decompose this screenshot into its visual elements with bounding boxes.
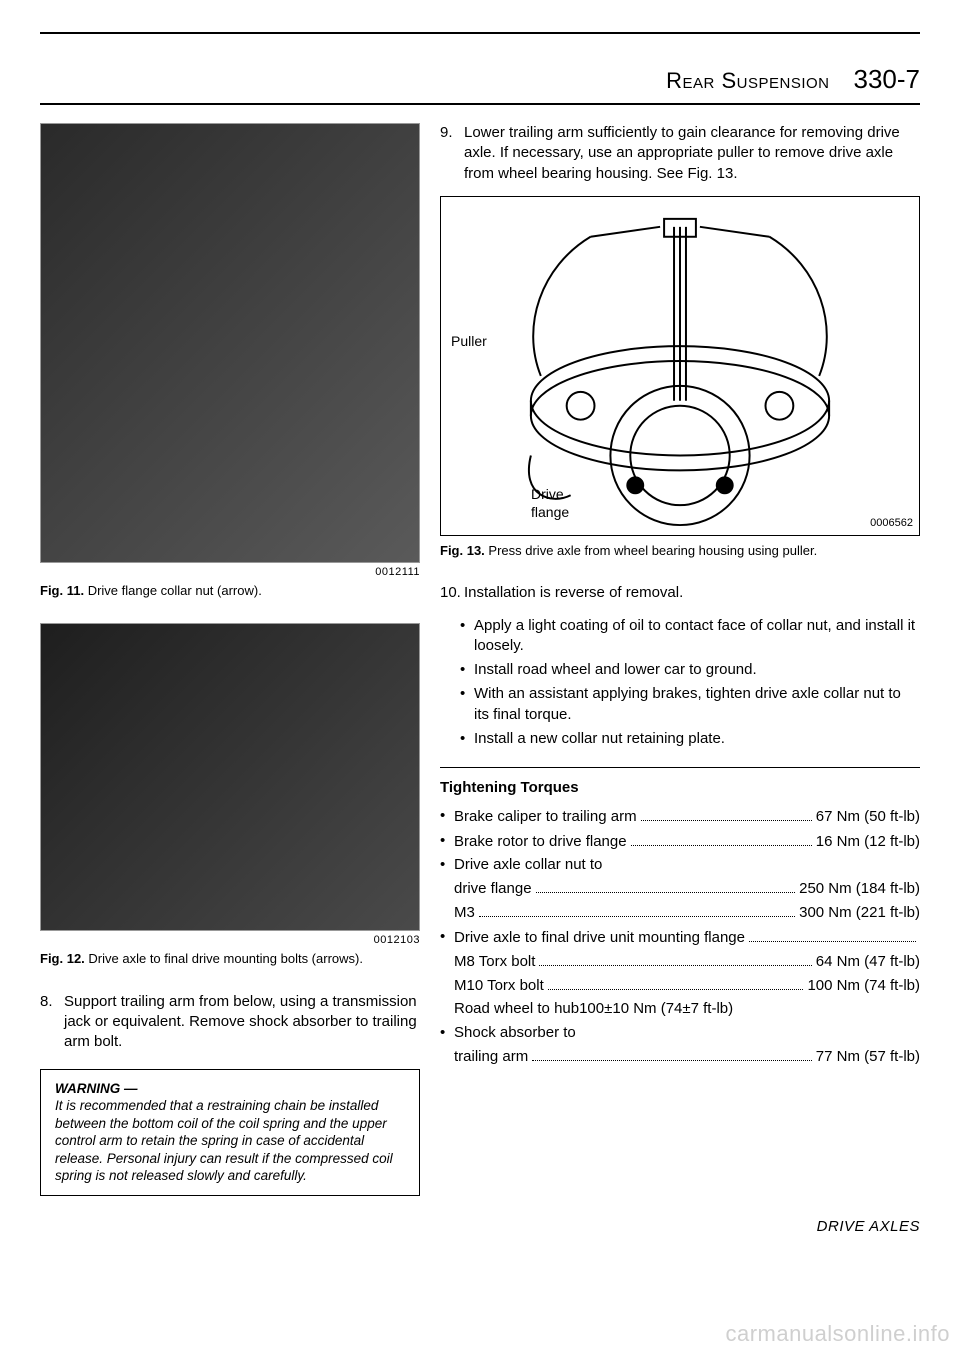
footer-section-label: DRIVE AXLES [817,1217,920,1237]
figure-13-diagram: Puller Drive flange 0006562 [440,196,920,536]
figure-12-caption: Fig. 12. Drive axle to final drive mount… [40,950,420,968]
torque-sub-row: M3300 Nm (221 ft-lb) [440,902,920,923]
step-8-number: 8. [40,992,64,1053]
list-item: Install a new collar nut retaining plate… [460,729,920,749]
figure-12-id: 0012103 [40,933,420,948]
figure-13-caption-text: Press drive axle from wheel bearing hous… [485,543,817,558]
diagram-label-drive: Drive [531,485,564,504]
watermark: carmanualsonline.info [725,1319,950,1349]
list-item: With an assistant applying brakes, tight… [460,684,920,725]
step-10-number: 10. [440,583,464,603]
figure-11-id: 0012111 [40,565,420,580]
torque-row: Shock absorber to [440,1023,920,1043]
step-8-text: Support trailing arm from below, using a… [64,992,420,1053]
step-9: 9. Lower trailing arm sufficiently to ga… [440,123,920,184]
step-10-text: Installation is reverse of removal. [464,583,920,603]
figure-11-caption: Fig. 11. Drive flange collar nut (arrow)… [40,582,420,600]
figure-11-caption-prefix: Fig. 11. [40,583,84,598]
warning-box: WARNING — It is recommended that a restr… [40,1069,420,1196]
tightening-torques: Tightening Torques Brake caliper to trai… [440,778,920,1067]
torque-sub-row: trailing arm77 Nm (57 ft-lb) [440,1046,920,1067]
page-header: Rear Suspension 330-7 [40,62,920,105]
step-9-number: 9. [440,123,464,184]
figure-12-caption-prefix: Fig. 12. [40,951,85,966]
warning-title: WARNING — [55,1081,138,1096]
diagram-label-puller: Puller [451,332,487,351]
warning-text: It is recommended that a restraining cha… [55,1098,393,1183]
torque-row: Drive axle collar nut to [440,855,920,875]
torque-row: Brake caliper to trailing arm67 Nm (50 f… [440,806,920,827]
torque-sub-row: drive flange250 Nm (184 ft-lb) [440,878,920,899]
figure-11-caption-text: Drive flange collar nut (arrow). [84,583,262,598]
list-item: Apply a light coating of oil to contact … [460,616,920,657]
list-item: Install road wheel and lower car to grou… [460,660,920,680]
torque-sub-row: M8 Torx bolt64 Nm (47 ft-lb) [440,951,920,972]
section-title: Rear Suspension [666,66,829,96]
torque-row: Drive axle to final drive unit mounting … [440,927,920,948]
torque-sub-row: M10 Torx bolt100 Nm (74 ft-lb) [440,975,920,996]
torques-title: Tightening Torques [440,778,920,798]
step-9-text: Lower trailing arm sufficiently to gain … [464,123,920,184]
figure-13-caption-prefix: Fig. 13. [440,543,485,558]
figure-12-caption-text: Drive axle to final drive mounting bolts… [85,951,363,966]
puller-line-drawing [441,197,919,535]
step-8: 8. Support trailing arm from below, usin… [40,992,420,1053]
figure-13-id: 0006562 [870,516,913,531]
torque-row: Brake rotor to drive flange16 Nm (12 ft-… [440,831,920,852]
figure-13-caption: Fig. 13. Press drive axle from wheel bea… [440,542,920,560]
torque-sub-row: Road wheel to hub100±10 Nm (74±7 ft-lb) [440,999,920,1019]
page-number: 330-7 [854,62,921,97]
figure-12-photo [40,623,420,931]
step-10-bullets: Apply a light coating of oil to contact … [440,616,920,750]
figure-11-photo [40,123,420,563]
divider [440,767,920,768]
diagram-label-flange: flange [531,503,569,522]
step-10: 10. Installation is reverse of removal. [440,583,920,603]
